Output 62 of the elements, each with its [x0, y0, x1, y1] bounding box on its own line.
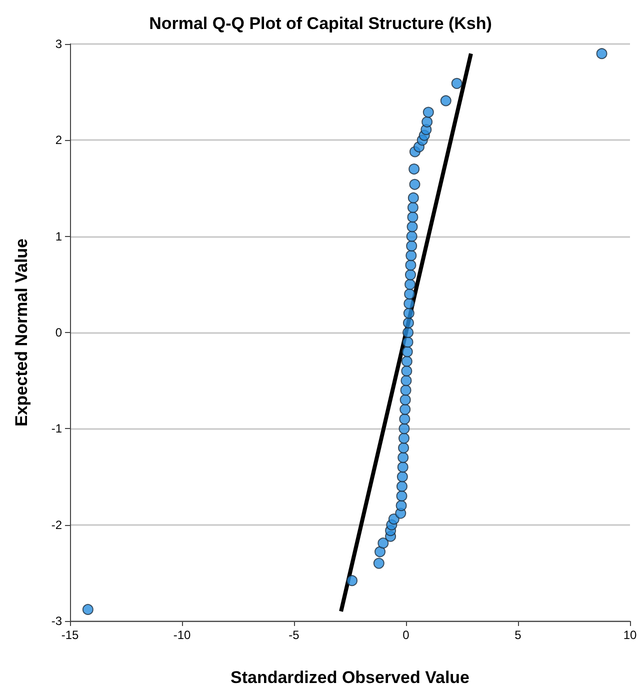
point [440, 95, 452, 106]
point [407, 202, 418, 213]
point [409, 178, 420, 190]
point [408, 164, 420, 175]
point [451, 78, 462, 89]
point [406, 240, 418, 252]
point [346, 575, 358, 586]
point [596, 48, 608, 60]
point [422, 106, 434, 118]
point [82, 604, 94, 615]
point [403, 308, 414, 319]
point [396, 500, 407, 512]
point [388, 514, 400, 525]
y-tick-label: -2 [51, 518, 62, 532]
point [401, 356, 412, 367]
point [396, 471, 408, 482]
x-tick-label: 5 [514, 628, 522, 642]
point [398, 423, 410, 434]
point [404, 288, 416, 300]
point [406, 230, 418, 242]
point [406, 221, 418, 232]
point [400, 375, 412, 386]
x-tick-label: 10 [623, 628, 637, 642]
point [402, 317, 414, 328]
x-tick-label: 0 [402, 628, 410, 642]
point [397, 462, 408, 473]
y-tick-label: 1 [55, 229, 62, 244]
x-tick-label: -15 [61, 628, 79, 642]
y-tick-label: 2 [55, 133, 62, 148]
y-axis-title: Expected Normal Value [12, 238, 31, 427]
y-tick-label: 0 [55, 326, 62, 340]
point [400, 404, 411, 415]
point [405, 260, 416, 271]
y-tick-label: -1 [51, 422, 62, 436]
point [378, 538, 389, 549]
point [396, 480, 408, 492]
point [398, 452, 409, 464]
point [402, 336, 414, 348]
point [407, 212, 418, 223]
point [402, 327, 414, 338]
point [404, 278, 416, 290]
point [422, 116, 433, 128]
point [400, 394, 411, 406]
x-tick-label: -5 [288, 628, 300, 642]
point [398, 442, 410, 454]
point [404, 298, 415, 310]
point [404, 269, 416, 280]
point [406, 250, 417, 262]
point [398, 432, 410, 444]
x-axis-title: Standardized Observed Value [230, 668, 470, 687]
chart-title: Normal Q-Q Plot of Capital Structure (Ksh) [149, 14, 492, 33]
point [401, 365, 412, 376]
point [396, 490, 408, 502]
x-tick-label: -10 [173, 628, 191, 642]
point [400, 384, 412, 396]
point [408, 192, 419, 204]
point [374, 546, 386, 558]
y-tick-label: -3 [51, 614, 62, 628]
point [402, 346, 413, 358]
point [399, 414, 410, 425]
point [373, 558, 384, 569]
y-tick-label: 3 [55, 37, 62, 51]
